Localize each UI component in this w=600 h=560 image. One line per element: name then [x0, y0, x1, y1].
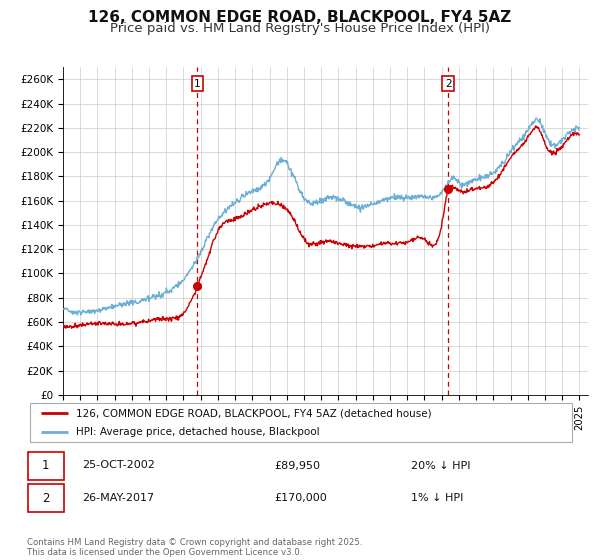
Text: 20% ↓ HPI: 20% ↓ HPI	[412, 460, 471, 470]
Text: 2: 2	[42, 492, 49, 505]
Text: 25-OCT-2002: 25-OCT-2002	[82, 460, 155, 470]
Text: 126, COMMON EDGE ROAD, BLACKPOOL, FY4 5AZ (detached house): 126, COMMON EDGE ROAD, BLACKPOOL, FY4 5A…	[76, 409, 432, 419]
FancyBboxPatch shape	[30, 403, 572, 442]
FancyBboxPatch shape	[28, 451, 64, 479]
FancyBboxPatch shape	[28, 484, 64, 512]
Text: 1% ↓ HPI: 1% ↓ HPI	[412, 493, 464, 503]
Text: Contains HM Land Registry data © Crown copyright and database right 2025.
This d: Contains HM Land Registry data © Crown c…	[27, 538, 362, 557]
Text: 2: 2	[445, 78, 452, 88]
Text: 26-MAY-2017: 26-MAY-2017	[82, 493, 154, 503]
Text: 126, COMMON EDGE ROAD, BLACKPOOL, FY4 5AZ: 126, COMMON EDGE ROAD, BLACKPOOL, FY4 5A…	[88, 10, 512, 25]
Text: £170,000: £170,000	[274, 493, 327, 503]
Text: £89,950: £89,950	[274, 460, 320, 470]
Text: HPI: Average price, detached house, Blackpool: HPI: Average price, detached house, Blac…	[76, 427, 320, 437]
Text: 1: 1	[194, 78, 201, 88]
Text: 1: 1	[42, 459, 49, 472]
Text: Price paid vs. HM Land Registry's House Price Index (HPI): Price paid vs. HM Land Registry's House …	[110, 22, 490, 35]
